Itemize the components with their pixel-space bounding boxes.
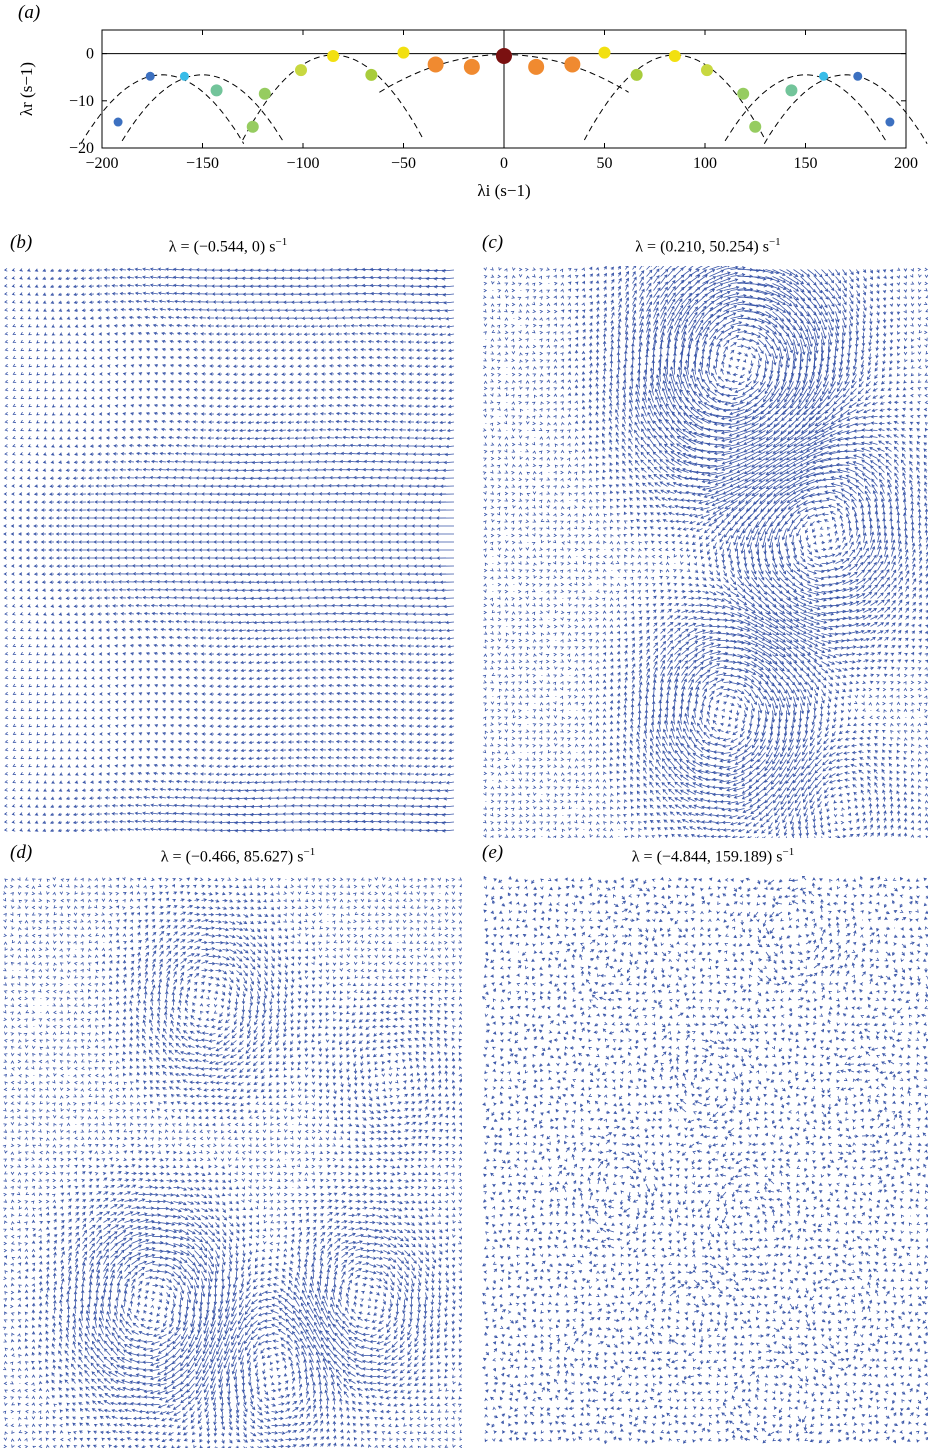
panel-e-title-text: λ = (−4.844, 159.189) s xyxy=(631,848,783,866)
y-axis-label: λr (s−1) xyxy=(17,62,36,116)
eigenvalue-point xyxy=(210,84,223,97)
panel-b-title-exp: −1 xyxy=(275,236,288,248)
y-tick-label: −10 xyxy=(69,93,94,110)
vector-arrows xyxy=(482,266,928,838)
eigenvalue-point xyxy=(463,58,480,75)
x-tick-label: −100 xyxy=(286,155,319,172)
x-tick-label: −200 xyxy=(85,155,118,172)
panel-c-title-exp: −1 xyxy=(768,236,781,248)
vector-arrows xyxy=(3,267,455,833)
eigenvalue-point xyxy=(365,68,378,81)
y-tick-label: 0 xyxy=(86,46,94,63)
vector-field-c xyxy=(482,266,928,838)
x-tick-label: −50 xyxy=(391,155,416,172)
guide-arc xyxy=(242,54,425,141)
eigenvalue-point xyxy=(496,47,512,64)
eigenvalue-point xyxy=(749,120,762,133)
panel-d-title: λ = (−0.466, 85.627) s−1 xyxy=(128,846,348,866)
panel-d-title-exp: −1 xyxy=(303,846,316,858)
guide-arc xyxy=(121,74,284,142)
panel-e-label: (e) xyxy=(482,842,504,863)
vector-field-e xyxy=(482,876,928,1445)
vector-field-b xyxy=(3,267,455,833)
eigenvalue-point xyxy=(179,71,189,81)
guide-arc xyxy=(80,74,245,144)
x-tick-label: 150 xyxy=(794,155,818,172)
panel-a-label: (a) xyxy=(18,2,41,23)
eigenvalue-point xyxy=(819,71,829,81)
panel-d-label: (d) xyxy=(10,842,33,863)
y-tick-label: −20 xyxy=(69,140,94,157)
eigenvalue-point xyxy=(564,56,581,73)
panel-e-title: λ = (−4.844, 159.189) s−1 xyxy=(598,846,828,866)
eigenvalue-point xyxy=(327,49,340,62)
eigenvalue-point xyxy=(528,58,545,75)
x-tick-label: 0 xyxy=(500,155,508,172)
eigenvalue-point xyxy=(427,56,444,73)
panel-b-title: λ = (−0.544, 0) s−1 xyxy=(128,236,328,256)
guide-arc xyxy=(763,74,928,144)
vector-arrows xyxy=(2,876,462,1448)
panel-c-title: λ = (0.210, 50.254) s−1 xyxy=(598,236,818,256)
panel-b-title-text: λ = (−0.544, 0) s xyxy=(168,238,276,256)
eigenvalue-point xyxy=(294,64,307,77)
x-axis-label: λi (s−1) xyxy=(477,181,530,200)
x-tick-label: −150 xyxy=(186,155,219,172)
eigenvalue-point xyxy=(701,64,714,77)
guide-arc xyxy=(583,54,766,141)
eigenvalue-point xyxy=(397,46,410,59)
x-tick-label: 100 xyxy=(693,155,717,172)
eigenvalue-point xyxy=(598,46,611,59)
guide-arc xyxy=(724,74,887,142)
x-tick-label: 200 xyxy=(894,155,918,172)
eigenvalue-scatter-chart: −200 −150 −100 −50 0 50 100 150 200 0 −10 −20 λi (s−… xyxy=(17,29,928,200)
eigenvalue-point xyxy=(785,84,798,97)
eigenvalue-point xyxy=(668,49,681,62)
x-tick-label: 50 xyxy=(597,155,613,172)
panel-c-title-text: λ = (0.210, 50.254) s xyxy=(635,238,769,256)
eigenvalue-point xyxy=(737,87,750,100)
panel-c-label: (c) xyxy=(482,232,504,253)
eigenvalue-point xyxy=(258,87,271,100)
eigenvalue-point xyxy=(630,68,643,81)
vector-field-d xyxy=(2,876,462,1448)
vector-arrows xyxy=(482,876,928,1445)
panel-e-title-exp: −1 xyxy=(782,846,795,858)
eigenvalue-point xyxy=(885,117,895,127)
eigenvalue-point xyxy=(145,71,155,81)
eigenvalue-point xyxy=(853,71,863,81)
panel-d-title-text: λ = (−0.466, 85.627) s xyxy=(160,848,304,866)
panel-b-label: (b) xyxy=(10,232,33,253)
eigenvalue-point xyxy=(246,120,259,133)
eigenvalue-point xyxy=(113,117,123,127)
